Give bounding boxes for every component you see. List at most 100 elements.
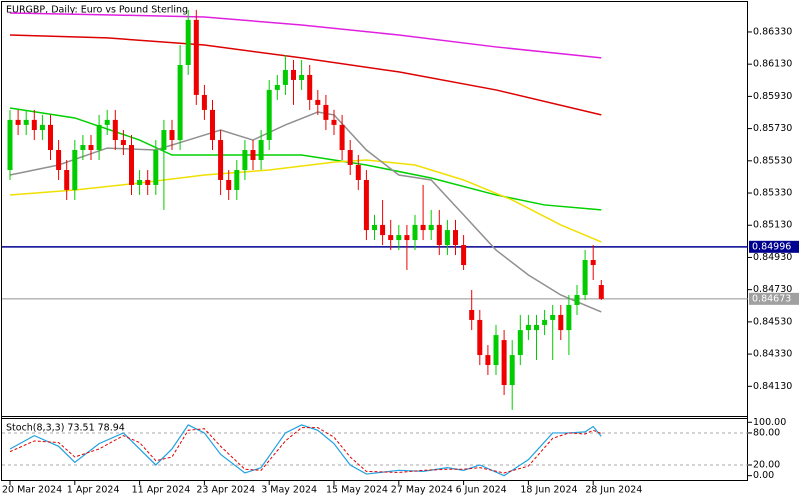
candle-body [339,124,345,151]
candle-body [436,224,442,246]
y-tick-label: 0.84130 [753,381,792,392]
candle-body [193,19,199,95]
candle-body [558,314,564,331]
candle-body [372,224,377,231]
candle-body [355,164,361,180]
x-tick-label: 3 May 2024 [261,485,317,496]
candle-body [574,294,580,305]
candle-body [145,179,151,185]
candle-body [363,179,369,231]
candle-body [453,230,458,246]
y-tick-label: 0.84730 [753,284,792,295]
price-label: 0.84673 [752,293,791,304]
candle-body [396,235,402,241]
y-tick-label: 0.85330 [753,188,792,199]
candle-body [282,69,288,85]
y-tick-label: 0.84330 [753,349,792,360]
x-tick-label: 28 Jun 2024 [585,485,642,496]
candle-body [177,64,183,141]
candle-body [517,330,523,356]
y-tick-label: 0.00 [753,470,774,481]
candle-body [525,324,531,331]
y-tick-label: 0.86330 [753,26,792,37]
frame [1,1,748,481]
y-tick-label: 100.00 [753,417,786,428]
candle-body [112,119,118,141]
candle-body [404,235,410,241]
candle-body [323,104,329,120]
candle-body [120,140,126,146]
candle-body [258,140,264,161]
candle-body [477,319,483,356]
candle-body [266,89,272,141]
moving-average [9,34,602,116]
candle-body [461,245,467,266]
y-tick-label: 0.85730 [753,123,792,134]
stoch-label: Stoch(8,3,3) 73.51 78.94 [6,423,125,434]
candle-body [242,150,248,170]
candle-body [48,124,53,151]
candle-body [23,119,29,125]
candle-body [388,235,394,241]
candle-body [234,169,240,190]
candle-body [137,179,143,185]
x-tick-label: 20 Mar 2024 [2,485,62,496]
candle-body [96,124,102,151]
candle-body [347,150,353,165]
candle-body [185,19,191,65]
price-label-box [749,292,799,305]
candle-body [64,169,70,190]
candle-body [31,119,37,131]
x-tick-label: 15 May 2024 [326,485,388,496]
candle-body [80,145,86,151]
candle-body [129,145,134,185]
candle-body [598,284,604,299]
candle-body [542,319,548,325]
candle-body [169,130,175,141]
candle-body [299,74,305,80]
candle-body [250,150,256,161]
candle-body [582,260,588,295]
candle-body [161,130,167,151]
candle-body [501,340,507,386]
candle-body [15,119,21,125]
y-tick-label: 0.86130 [753,59,792,70]
candle-body [469,309,475,320]
candle-body [315,99,321,105]
y-tick-label: 0.84530 [753,316,792,327]
x-tick-label: 27 May 2024 [391,485,453,496]
candle-body [566,304,572,331]
x-tick-label: 18 Jun 2024 [520,485,577,496]
candle-body [104,119,110,125]
price-label: 0.84996 [752,241,791,252]
candle-body [7,119,13,170]
candle-body [201,94,207,110]
candle-body [412,224,418,241]
candle-body [485,355,491,366]
candle-body [72,150,78,190]
candle-body [420,224,426,231]
x-tick-label: 6 Jun 2024 [456,485,507,496]
price-label-box [749,240,799,253]
candle-body [331,119,337,125]
x-tick-label: 23 Apr 2024 [196,485,255,496]
chart-title: EURGBP, Daily: Euro vs Pound Sterling [6,5,188,16]
candle-body [550,314,556,320]
x-tick-label: 11 Apr 2024 [132,485,191,496]
candle-body [56,150,62,170]
y-tick-label: 0.85130 [753,220,792,231]
candle-body [274,84,280,90]
candle-body [218,140,224,180]
candle-body [226,179,232,190]
candle-body [88,145,94,151]
y-tick-label: 0.84930 [753,252,792,263]
candle-body [509,355,515,386]
candle-body [444,230,450,246]
candle-body [534,324,539,331]
moving-average [9,107,602,211]
moving-average [9,12,602,59]
y-tick-label: 80.00 [753,427,780,438]
stoch-signal [9,427,602,474]
y-tick-label: 20.00 [753,459,780,470]
